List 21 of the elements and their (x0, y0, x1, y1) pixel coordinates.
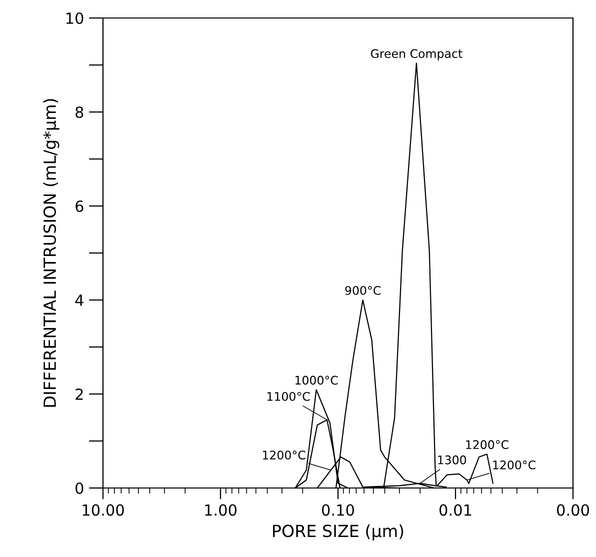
x-tick-label: 0.01 (440, 504, 472, 516)
y-tick-label: 10 (66, 12, 84, 24)
x-tick-label: 0.00 (557, 504, 589, 516)
y-tick-label: 4 (75, 294, 84, 306)
series-label: 1300 (438, 455, 466, 464)
text: 1100°C (267, 392, 310, 401)
series-label: 1000°C (296, 376, 338, 385)
series-label: 1200°C (466, 440, 508, 450)
y-tick-label: 8 (76, 106, 84, 118)
y-tick-label: 0 (76, 482, 84, 494)
x-tick-label: 1.00 (205, 504, 236, 516)
text: 1200°C (493, 460, 536, 470)
text: 1200°C (262, 450, 306, 460)
x-tick-label: 0.10 (322, 504, 354, 516)
x-axis-title: PORE SIZE (µm) (273, 524, 404, 540)
series-label: 900°C (345, 286, 381, 295)
series-label: Green Compact (370, 49, 462, 60)
y-tick-label: 6 (76, 200, 84, 212)
y-axis-title: DIFFERENTIAL INTRUSION (mL/g*µm) (43, 99, 60, 407)
x-tick-label: 10.00 (82, 504, 124, 516)
y-tick-label: 2 (76, 388, 83, 400)
